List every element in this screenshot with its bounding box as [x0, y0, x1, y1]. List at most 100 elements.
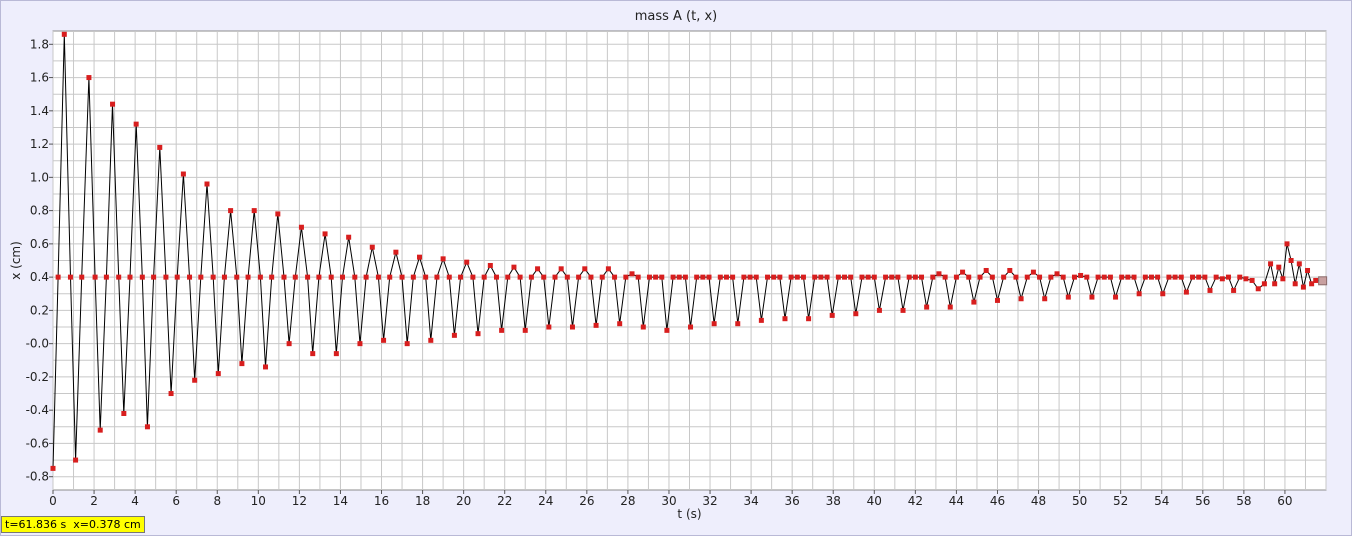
x-tick-label: 20	[456, 494, 471, 508]
data-point	[1142, 274, 1148, 280]
data-point	[676, 274, 682, 280]
data-point	[711, 321, 717, 327]
data-point	[812, 274, 818, 280]
data-point	[73, 457, 79, 463]
data-point	[446, 274, 452, 280]
data-point	[505, 274, 511, 280]
data-point	[1078, 272, 1084, 278]
data-point	[61, 31, 67, 37]
data-point	[487, 262, 493, 268]
data-point	[629, 271, 635, 277]
x-tick-labels: 0 2 4 6 8 10 12 14 16 18 20 22 24 26 28 30 32 34 36 38 40 42 4…	[49, 490, 1293, 508]
data-point	[1202, 274, 1208, 280]
data-point	[133, 121, 139, 127]
data-point	[889, 274, 895, 280]
data-point	[646, 274, 652, 280]
y-tick-label: 0.6	[30, 237, 49, 251]
data-point	[103, 274, 109, 280]
x-tick-label: 48	[1031, 494, 1046, 508]
data-point	[1231, 287, 1237, 293]
data-point	[228, 208, 234, 214]
data-point	[569, 324, 575, 330]
data-point	[221, 274, 227, 280]
data-point	[782, 316, 788, 322]
x-tick-label: 34	[743, 494, 758, 508]
data-point	[659, 274, 665, 280]
data-point	[1249, 277, 1255, 283]
data-point	[357, 341, 363, 347]
data-point	[1219, 276, 1225, 282]
x-tick-label: 0	[49, 494, 57, 508]
y-tick-label: 0.4	[30, 270, 49, 284]
data-point	[741, 274, 747, 280]
data-point	[1261, 281, 1267, 287]
data-point	[1007, 267, 1013, 273]
data-point	[97, 427, 103, 433]
data-point	[1183, 289, 1189, 295]
data-point	[582, 266, 588, 272]
data-point	[953, 274, 959, 280]
data-point	[174, 274, 180, 280]
data-point	[688, 324, 694, 330]
data-point	[1190, 274, 1196, 280]
x-tick-label: 14	[333, 494, 348, 508]
data-point	[983, 267, 989, 273]
data-point	[417, 254, 423, 260]
y-tick-label: 1.8	[30, 37, 49, 51]
x-tick-label: 2	[90, 494, 98, 508]
data-point	[883, 274, 889, 280]
data-point	[328, 274, 334, 280]
data-point	[730, 274, 736, 280]
x-tick-label: 54	[1154, 494, 1169, 508]
data-point	[352, 274, 358, 280]
data-point	[1288, 258, 1294, 263]
data-point	[1305, 267, 1311, 273]
data-point	[404, 341, 410, 347]
data-point	[440, 256, 446, 262]
data-point	[50, 465, 56, 471]
data-point	[564, 274, 570, 280]
data-point	[1155, 274, 1161, 280]
data-point	[1018, 296, 1024, 302]
data-point	[635, 274, 641, 280]
data-point	[127, 274, 133, 280]
data-point	[257, 274, 263, 280]
data-point	[387, 274, 393, 280]
y-tick-label: -0.8	[26, 470, 49, 484]
data-point	[1030, 269, 1036, 275]
data-point	[1296, 261, 1302, 267]
data-point	[942, 274, 948, 280]
data-point	[1166, 274, 1172, 280]
data-point	[215, 371, 221, 377]
data-point	[458, 274, 464, 280]
data-point	[900, 307, 906, 313]
data-point	[310, 351, 316, 357]
data-point	[187, 274, 193, 280]
y-tick-label: -0.6	[26, 436, 49, 450]
data-point	[55, 274, 61, 280]
y-tick-label: -0.4	[26, 403, 49, 417]
data-point	[1101, 274, 1107, 280]
data-point	[110, 101, 116, 107]
data-point	[717, 274, 723, 280]
data-point	[1037, 274, 1043, 280]
data-point	[363, 274, 369, 280]
data-point	[824, 274, 830, 280]
data-point	[79, 274, 85, 280]
data-point	[423, 274, 429, 280]
data-point	[305, 274, 311, 280]
data-point	[369, 244, 375, 250]
data-point	[393, 249, 399, 255]
data-point	[1213, 274, 1219, 280]
x-tick-label: 28	[620, 494, 635, 508]
data-point	[522, 327, 528, 333]
x-tick-label: 58	[1236, 494, 1251, 508]
data-point	[234, 274, 240, 280]
data-point	[281, 274, 287, 280]
data-point	[653, 274, 659, 280]
data-point	[464, 259, 470, 265]
x-tick-label: 52	[1113, 494, 1128, 508]
x-axis-label: t (s)	[677, 507, 701, 521]
x-tick-label: 16	[374, 494, 389, 508]
